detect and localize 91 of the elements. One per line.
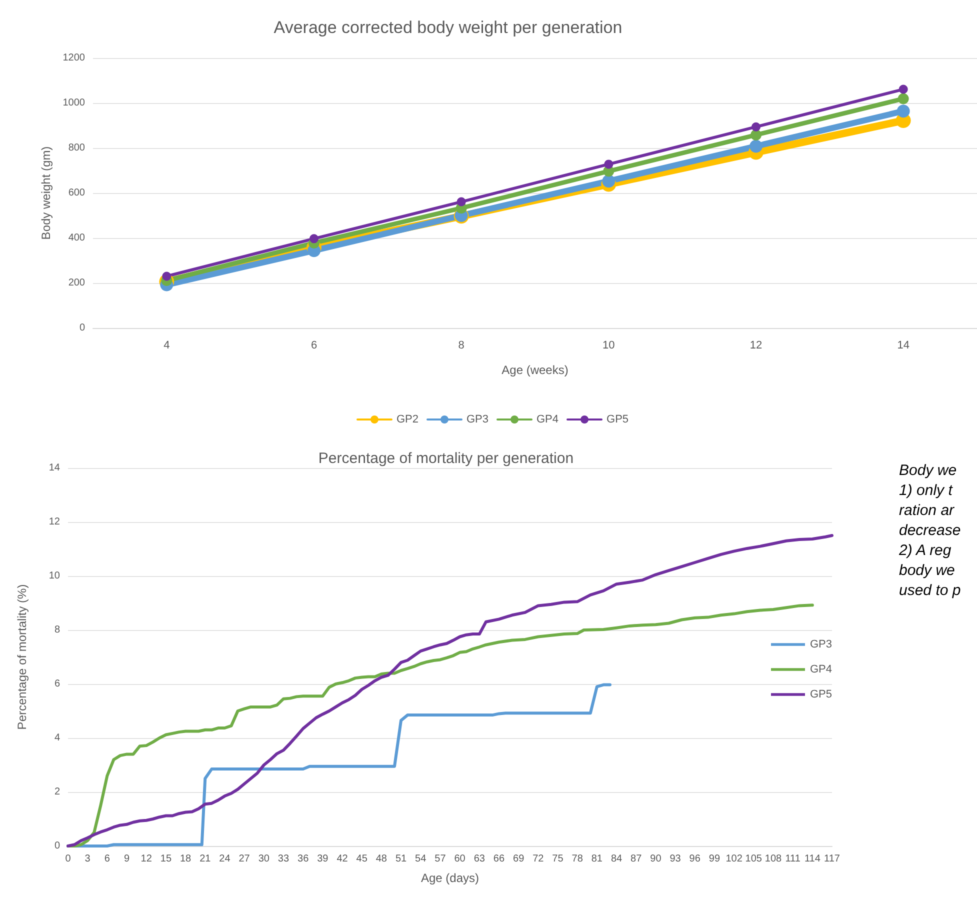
x-tick-label: 14 bbox=[897, 340, 910, 352]
x-tick-label: 8 bbox=[458, 340, 464, 352]
x-tick-label: 96 bbox=[689, 854, 701, 864]
x-tick-label: 84 bbox=[610, 854, 623, 864]
x-tick-label: 81 bbox=[591, 854, 603, 864]
x-tick-label: 54 bbox=[415, 854, 427, 864]
x-tick-label: 9 bbox=[124, 854, 130, 864]
y-tick-label: 12 bbox=[48, 516, 60, 528]
y-tick-label: 400 bbox=[68, 232, 86, 244]
line-series bbox=[66, 534, 834, 848]
y-tick-label: 2 bbox=[54, 786, 60, 798]
text: body we bbox=[899, 562, 955, 579]
x-tick-label: 15 bbox=[160, 854, 172, 864]
legend-label: GP3 bbox=[810, 638, 832, 650]
x-tick-label: 114 bbox=[804, 854, 821, 864]
x-tick-label: 3 bbox=[84, 854, 91, 864]
x-tick-label: 10 bbox=[602, 340, 615, 352]
legend-label: GP4 bbox=[536, 414, 559, 426]
x-tick-label: 30 bbox=[258, 854, 270, 864]
x-tick-label: 117 bbox=[824, 854, 840, 864]
x-tick-label: 60 bbox=[454, 854, 466, 864]
legend-label: GP4 bbox=[810, 664, 832, 676]
x-axis-title: Age (days) bbox=[420, 871, 480, 885]
legend-label: GP5 bbox=[810, 688, 832, 700]
point bbox=[310, 234, 318, 244]
x-tick-label: 63 bbox=[474, 854, 486, 864]
x-tick-label: 87 bbox=[630, 854, 642, 864]
y-tick-label: 4 bbox=[54, 732, 60, 744]
y-tick-label: 600 bbox=[68, 188, 86, 198]
x-tick-label: 18 bbox=[180, 854, 192, 864]
chart-title: Percentage of mortality per generation bbox=[318, 450, 574, 467]
text: 1) only t bbox=[899, 482, 954, 499]
y-tick-label: 1200 bbox=[62, 52, 86, 64]
x-tick-label: 4 bbox=[164, 340, 170, 352]
x-tick-label: 93 bbox=[670, 854, 682, 864]
point bbox=[752, 122, 760, 132]
y-tick-label: 800 bbox=[68, 142, 86, 154]
y-tick-label: 0 bbox=[79, 322, 86, 334]
x-tick-label: 39 bbox=[317, 854, 329, 864]
x-tick-label: 27 bbox=[238, 854, 250, 864]
y-tick-label: 6 bbox=[54, 678, 60, 690]
x-tick-label: 24 bbox=[219, 854, 231, 864]
x-tick-label: 78 bbox=[572, 854, 584, 864]
point bbox=[602, 174, 616, 188]
point bbox=[456, 197, 466, 206]
x-tick-label: 69 bbox=[513, 854, 525, 864]
legend-label: GP2 bbox=[396, 414, 418, 426]
y-tick-label: 200 bbox=[68, 278, 86, 288]
point bbox=[898, 84, 908, 94]
x-tick-label: 33 bbox=[278, 854, 290, 864]
x-tick-label: 66 bbox=[493, 854, 505, 864]
x-tick-label: 42 bbox=[336, 854, 348, 864]
chart-title: Average corrected body weight per generation bbox=[274, 18, 622, 37]
y-tick-label: 14 bbox=[48, 462, 60, 474]
x-tick-label: 12 bbox=[750, 340, 762, 352]
x-tick-label: 111 bbox=[785, 854, 801, 864]
point bbox=[750, 129, 762, 140]
x-tick-label: 99 bbox=[708, 854, 720, 864]
y-tick-label: 10 bbox=[48, 570, 60, 582]
legend-label: GP3 bbox=[466, 414, 489, 426]
text: used to p bbox=[899, 582, 961, 599]
x-tick-label: 75 bbox=[552, 854, 564, 864]
point bbox=[750, 140, 762, 153]
text: Body we bbox=[899, 462, 957, 479]
point bbox=[896, 104, 910, 118]
y-axis-title: Body weight (gm) bbox=[38, 146, 53, 240]
y-tick-label: 0 bbox=[54, 840, 60, 852]
x-tick-label: 102 bbox=[726, 854, 743, 864]
x-tick-label: 12 bbox=[140, 854, 152, 864]
x-tick-label: 36 bbox=[298, 854, 310, 864]
y-axis-title: Percentage of mortality (%) bbox=[15, 584, 29, 730]
point bbox=[604, 160, 614, 169]
x-tick-label: 90 bbox=[650, 854, 662, 864]
legend-label: GP5 bbox=[606, 414, 629, 426]
x-tick-label: 48 bbox=[376, 854, 388, 864]
x-tick-label: 108 bbox=[764, 854, 782, 864]
point bbox=[898, 93, 909, 104]
y-tick-label: 1000 bbox=[62, 98, 86, 108]
x-axis-title: Age (weeks) bbox=[502, 363, 568, 377]
x-tick-label: 45 bbox=[356, 854, 368, 864]
text: 2) A reg bbox=[898, 542, 952, 559]
x-tick-label: 6 bbox=[104, 854, 110, 864]
text: decrease bbox=[899, 522, 961, 539]
x-tick-label: 72 bbox=[532, 854, 544, 864]
x-tick-label: 105 bbox=[745, 854, 762, 864]
y-tick-label: 8 bbox=[54, 624, 60, 636]
text: ration ar bbox=[899, 502, 956, 519]
x-tick-label: 57 bbox=[434, 854, 446, 864]
x-tick-label: 51 bbox=[395, 854, 408, 864]
x-tick-label: 6 bbox=[310, 340, 318, 352]
x-tick-label: 21 bbox=[200, 854, 212, 864]
